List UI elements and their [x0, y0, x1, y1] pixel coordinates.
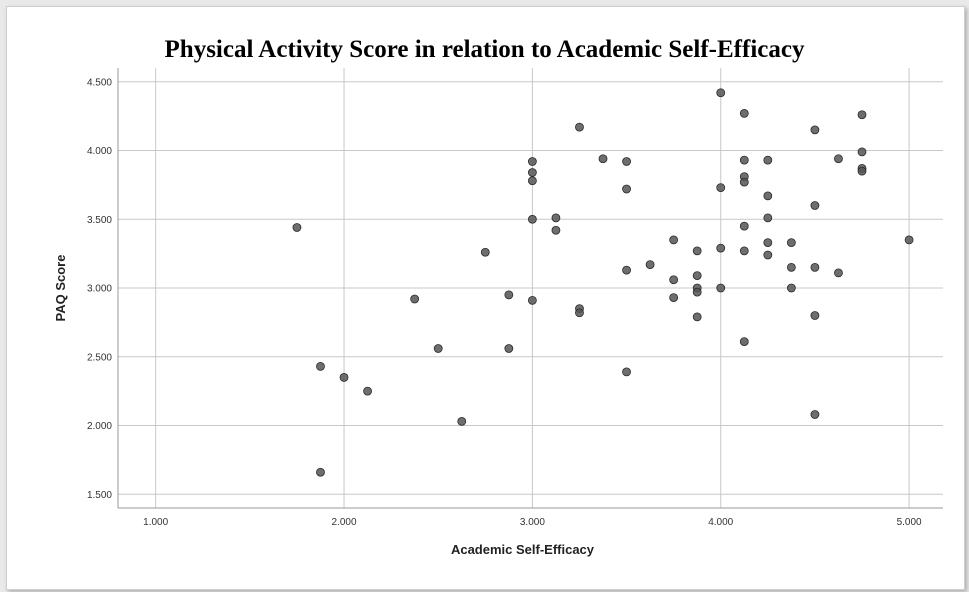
data-point	[739, 155, 749, 165]
y-tick-labels: 1.500 2.000 2.500 3.000 3.500 4.000 4.500	[87, 77, 112, 501]
y-axis-label: PAQ Score	[53, 255, 68, 322]
data-point	[598, 154, 608, 164]
data-point	[410, 294, 420, 304]
data-point	[763, 155, 773, 165]
y-tick-label: 4.500	[87, 77, 112, 88]
data-point	[480, 247, 490, 257]
data-point	[551, 225, 561, 235]
data-point	[716, 88, 726, 98]
data-point	[622, 265, 631, 275]
data-point	[433, 344, 443, 353]
data-point	[339, 372, 349, 382]
data-point	[457, 416, 467, 426]
data-point	[763, 213, 773, 223]
data-point	[786, 238, 796, 248]
data-point	[810, 201, 820, 210]
data-point	[763, 191, 773, 201]
plot-area-border	[117, 68, 943, 509]
y-tick-label: 3.500	[87, 215, 112, 226]
x-tick-label: 1.000	[143, 517, 168, 528]
data-point	[504, 290, 514, 300]
data-point	[622, 367, 631, 377]
y-tick-label: 2.500	[87, 352, 112, 363]
data-point	[810, 262, 820, 272]
data-point	[669, 275, 679, 285]
data-point	[622, 184, 631, 194]
data-point	[622, 157, 631, 166]
data-point	[716, 283, 726, 293]
chart-title: Physical Activity Score in relation to A…	[164, 36, 805, 63]
data-point	[834, 154, 843, 164]
data-point	[692, 246, 702, 256]
y-tick-label: 2.000	[87, 421, 112, 432]
grid-lines	[118, 68, 943, 508]
data-point	[857, 110, 867, 120]
data-point	[763, 250, 773, 260]
data-point	[692, 312, 702, 322]
data-point	[857, 147, 867, 157]
data-point	[669, 293, 679, 303]
data-point	[716, 243, 726, 253]
x-tick-label: 4.000	[708, 517, 733, 528]
chart-frame	[6, 6, 965, 590]
data-point	[786, 283, 796, 293]
x-axis-label: Academic Self-Efficacy	[451, 542, 595, 557]
data-point	[810, 410, 820, 419]
data-point	[810, 311, 820, 320]
data-point	[504, 344, 514, 353]
data-point	[527, 168, 537, 177]
data-point	[292, 223, 302, 232]
data-point	[363, 386, 372, 396]
data-points	[292, 88, 914, 477]
y-tick-label: 3.000	[87, 284, 112, 295]
data-point	[551, 213, 561, 223]
data-point	[739, 246, 749, 256]
data-point	[316, 361, 325, 371]
y-tick-label: 4.000	[87, 146, 112, 157]
data-point	[763, 238, 773, 248]
data-point	[527, 295, 537, 305]
data-point	[669, 235, 679, 245]
data-point	[739, 108, 749, 118]
data-point	[527, 157, 537, 166]
data-point	[575, 308, 584, 318]
data-point	[810, 125, 820, 135]
data-point	[692, 271, 702, 281]
data-point	[739, 221, 749, 231]
data-point	[739, 337, 749, 347]
data-point	[834, 268, 843, 278]
data-point	[716, 183, 726, 193]
data-point	[692, 287, 702, 297]
data-point	[739, 177, 749, 187]
x-tick-labels: 1.000 2.000 3.000 4.000 5.000	[143, 517, 922, 528]
x-tick-label: 5.000	[897, 517, 922, 528]
data-point	[316, 467, 325, 477]
data-point	[786, 262, 796, 272]
x-tick-label: 3.000	[520, 517, 545, 528]
data-point	[575, 122, 584, 132]
data-point	[527, 214, 537, 224]
data-point	[527, 176, 537, 186]
data-point	[857, 166, 867, 176]
y-tick-label: 1.500	[87, 490, 112, 501]
data-point	[645, 260, 655, 270]
data-point	[904, 235, 914, 245]
x-tick-label: 2.000	[332, 517, 357, 528]
